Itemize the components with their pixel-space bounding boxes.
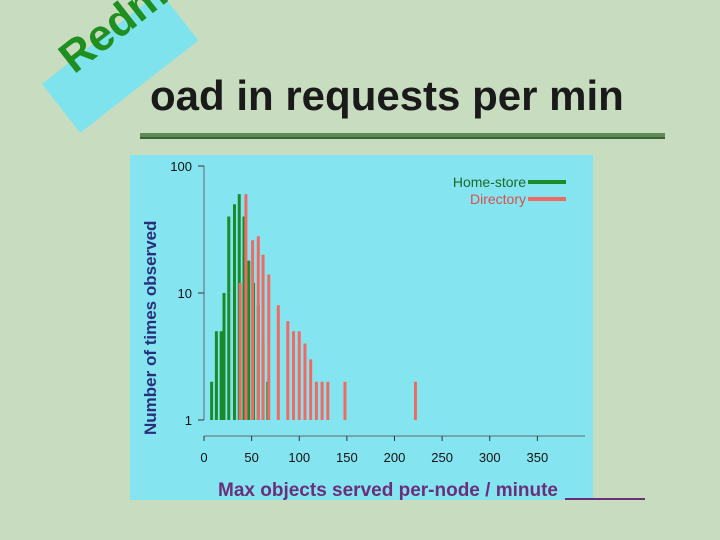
- legend-label: Directory: [470, 191, 526, 207]
- x-tick-label: 150: [336, 450, 358, 465]
- plot-panel: [130, 155, 593, 500]
- chart-bars: [210, 194, 417, 420]
- y-tick-label: 1: [185, 413, 192, 428]
- x-tick-label: 100: [288, 450, 310, 465]
- x-axis-label: Max objects served per-node / minute: [218, 480, 558, 501]
- x-tick-label: 0: [200, 450, 207, 465]
- y-tick-label: 100: [170, 159, 192, 174]
- x-tick-label: 250: [431, 450, 453, 465]
- x-tick-label: 300: [479, 450, 501, 465]
- x-tick-label: 350: [527, 450, 549, 465]
- x-tick-label: 200: [384, 450, 406, 465]
- y-tick-label: 10: [178, 286, 192, 301]
- chart-ticks: 1 10 100 0 50 100 150 200 250 300 350: [170, 159, 548, 465]
- series-directory: [238, 194, 417, 420]
- legend-label: Home-store: [453, 174, 526, 190]
- x-tick-label: 50: [244, 450, 258, 465]
- y-axis-label: Number of times observed: [141, 221, 160, 435]
- slide-title: oad in requests per min: [150, 72, 624, 119]
- title-underline: [140, 133, 665, 137]
